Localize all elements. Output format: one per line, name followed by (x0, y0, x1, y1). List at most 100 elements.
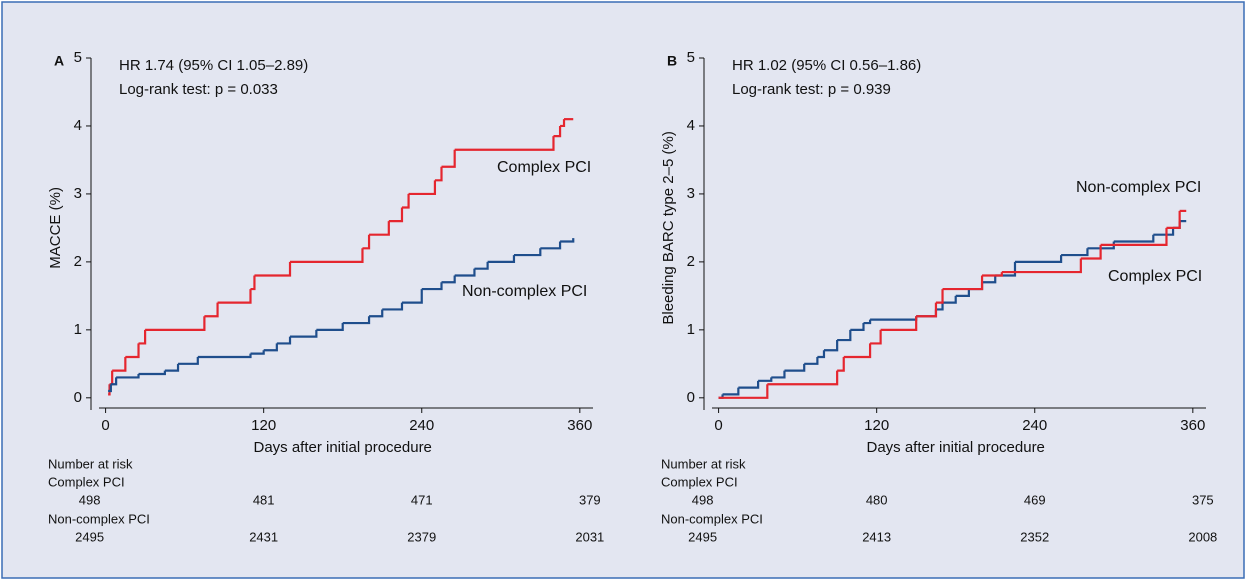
step-segment (108, 384, 111, 396)
step-segment (955, 289, 970, 297)
step-segment (1087, 241, 1115, 250)
risk-value: 2495 (688, 529, 717, 544)
step-segment (108, 384, 112, 393)
risk-value: 375 (1192, 492, 1214, 507)
risk-row-name: Complex PCI (48, 474, 125, 489)
panel-label: A (54, 53, 64, 69)
step-segment (553, 125, 562, 138)
annotation: HR 1.02 (95% CI 0.56–1.86) (732, 57, 921, 74)
step-segment (758, 377, 773, 382)
y-tick-label: 2 (687, 253, 695, 270)
x-tick-label: 240 (409, 417, 434, 434)
step-segment (217, 289, 252, 304)
risk-value: 2008 (1188, 529, 1217, 544)
step-segment (850, 323, 865, 331)
y-tick-label: 1 (74, 321, 82, 338)
step-segment (738, 380, 760, 389)
step-segment (916, 302, 938, 318)
risk-row-name: Non-complex PCI (661, 511, 763, 526)
step-segment (454, 136, 555, 151)
step-segment (1100, 227, 1168, 246)
step-segment (382, 302, 404, 311)
y-tick-label: 5 (74, 49, 82, 66)
y-tick-label: 4 (687, 117, 695, 134)
risk-row-name: Complex PCI (661, 474, 738, 489)
step-segment (342, 316, 371, 325)
series-label: Non-complex PCI (1076, 179, 1201, 196)
panel-label: B (667, 53, 677, 69)
step-segment (276, 336, 292, 345)
risk-value: 2495 (75, 529, 104, 544)
x-tick-label: 360 (1180, 417, 1205, 434)
step-segment (250, 350, 265, 355)
x-axis-label: Days after initial procedure (866, 439, 1044, 456)
risk-value: 480 (866, 492, 888, 507)
y-axis-label: Bleeding BARC type 2–5 (%) (660, 131, 677, 324)
risk-value: 498 (79, 492, 101, 507)
step-segment (487, 255, 516, 263)
x-tick-label: 120 (864, 417, 889, 434)
y-tick-label: 3 (687, 185, 695, 202)
step-segment (880, 316, 918, 331)
step-segment (197, 353, 252, 359)
step-segment (178, 357, 199, 365)
y-axis-label: MACCE (%) (47, 187, 64, 269)
series-label: Non-complex PCI (462, 283, 587, 300)
step-segment (767, 370, 839, 386)
step-segment (804, 357, 819, 365)
step-segment (401, 289, 423, 304)
step-segment (1080, 244, 1102, 260)
step-segment (369, 221, 390, 236)
x-axis-label: Days after initial procedure (253, 439, 431, 456)
step-segment (870, 329, 882, 345)
y-tick-label: 3 (74, 185, 82, 202)
step-segment (362, 234, 371, 250)
step-segment (784, 363, 806, 372)
step-segment (718, 384, 769, 399)
step-segment (388, 207, 404, 223)
step-segment (421, 282, 443, 291)
y-tick-label: 1 (687, 321, 695, 338)
y-tick-label: 0 (74, 389, 82, 406)
risk-value: 469 (1024, 492, 1046, 507)
step-segment (454, 268, 476, 277)
step-segment (942, 295, 957, 304)
step-segment (771, 370, 786, 379)
x-tick-label: 0 (714, 417, 722, 434)
step-segment (560, 119, 566, 128)
x-tick-label: 360 (567, 417, 592, 434)
step-segment (837, 357, 845, 372)
step-segment (116, 374, 140, 379)
x-tick-label: 0 (101, 417, 109, 434)
series-label: Complex PCI (497, 159, 591, 176)
y-tick-label: 4 (74, 117, 82, 134)
risk-value: 498 (692, 492, 714, 507)
step-segment (540, 241, 562, 250)
risk-value: 471 (411, 492, 433, 507)
step-segment (474, 261, 489, 270)
step-segment (982, 272, 1003, 277)
step-segment (290, 248, 364, 263)
step-segment (817, 350, 826, 359)
step-segment (434, 166, 443, 182)
risk-value: 2031 (575, 529, 604, 544)
step-segment (254, 261, 292, 277)
step-segment (560, 238, 575, 243)
annotation: HR 1.74 (95% CI 1.05–2.89) (119, 57, 308, 74)
risk-value: 2352 (1020, 529, 1049, 544)
step-segment (204, 302, 219, 318)
step-segment (441, 149, 456, 168)
step-segment (1061, 248, 1089, 257)
step-segment (843, 343, 872, 359)
step-segment (112, 357, 127, 372)
series-label: Complex PCI (1108, 268, 1202, 285)
step-segment (290, 329, 318, 338)
risk-table-title: Number at risk (661, 456, 746, 471)
step-segment (138, 370, 166, 376)
step-segment (1166, 210, 1181, 230)
x-tick-label: 120 (251, 417, 276, 434)
risk-value: 2431 (249, 529, 278, 544)
step-segment (145, 316, 206, 331)
